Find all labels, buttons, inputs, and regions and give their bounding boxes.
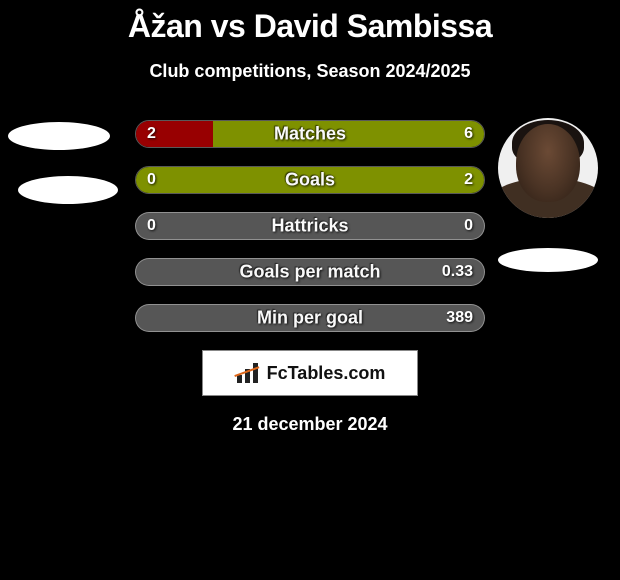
- avatar-photo-icon: [498, 118, 598, 218]
- stat-bar-right: [213, 121, 484, 147]
- stat-row: Matches26: [135, 120, 485, 148]
- stat-row: Goals02: [135, 166, 485, 194]
- stat-bar: [135, 304, 485, 332]
- avatar-placeholder-icon: [8, 122, 110, 150]
- branding-text: FcTables.com: [267, 363, 386, 384]
- player-left-portrait: [8, 118, 108, 204]
- stat-row: Min per goal389: [135, 304, 485, 332]
- player-name-pill: [498, 248, 598, 272]
- stat-bar-right: [136, 167, 484, 193]
- stat-row: Hattricks00: [135, 212, 485, 240]
- stat-row: Goals per match0.33: [135, 258, 485, 286]
- page-title: Åžan vs David Sambissa: [0, 0, 620, 45]
- branding-box[interactable]: FcTables.com: [202, 350, 418, 396]
- page-subtitle: Club competitions, Season 2024/2025: [0, 61, 620, 82]
- stat-rows: Matches26 Goals02 Hattricks00 Goals per mat…: [135, 120, 485, 332]
- avatar-placeholder-icon: [18, 176, 118, 204]
- stat-bar: [135, 212, 485, 240]
- stat-bar-left: [136, 121, 213, 147]
- stat-bar: [135, 120, 485, 148]
- player-right-portrait: [498, 118, 598, 272]
- stat-bar: [135, 258, 485, 286]
- date-label: 21 december 2024: [0, 414, 620, 435]
- stat-bar: [135, 166, 485, 194]
- bar-chart-logo-icon: [235, 363, 261, 383]
